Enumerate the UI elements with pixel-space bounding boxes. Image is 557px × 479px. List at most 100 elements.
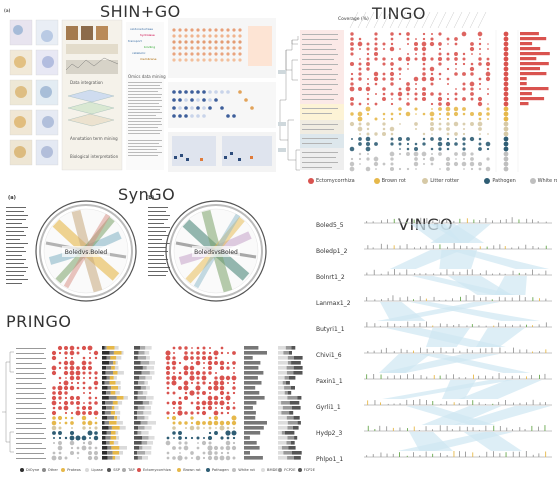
vingo-feature xyxy=(532,325,533,327)
pringo-dot xyxy=(214,361,218,365)
tingo-dot xyxy=(478,137,482,141)
tingo-dot xyxy=(374,132,378,136)
vingo-feature xyxy=(420,246,421,249)
vingo-feature xyxy=(525,244,527,249)
vingo-feature xyxy=(399,452,400,457)
tingo-dot xyxy=(366,157,370,161)
tingo-dot xyxy=(415,53,417,55)
pringo-dot xyxy=(166,376,170,380)
tingo-dot xyxy=(373,156,379,162)
vingo-feature xyxy=(486,451,488,457)
tingo-bar xyxy=(520,37,547,41)
tingo-dot xyxy=(446,137,450,141)
tingo-dot xyxy=(358,142,362,146)
pringo-dot xyxy=(88,391,92,395)
vingo-feature xyxy=(519,427,521,431)
tingo-dot xyxy=(421,151,427,157)
vingo-feature xyxy=(433,350,434,353)
vingo-feature xyxy=(459,218,461,223)
pringo-stack-bar xyxy=(134,431,138,435)
pringo-stack-bar xyxy=(115,456,120,460)
vingo-feature xyxy=(433,296,435,301)
vingo-feature xyxy=(366,374,368,379)
pringo-dot xyxy=(51,350,57,356)
pringo-dot xyxy=(93,455,99,461)
pringo-dot xyxy=(196,356,200,360)
pringo-bar xyxy=(244,441,257,445)
tingo-dot xyxy=(479,88,481,90)
pringo-dot xyxy=(213,420,219,426)
pringo-bar xyxy=(244,421,267,425)
pringo-dot xyxy=(203,427,205,429)
pringo-dot xyxy=(88,446,92,450)
tingo-dot xyxy=(421,91,427,97)
vingo-feature xyxy=(381,299,382,301)
vingo-feature xyxy=(419,273,421,275)
syngo-sub-a: (a) xyxy=(8,195,16,201)
tingo-dot xyxy=(454,57,458,61)
tingo-dot xyxy=(358,77,362,81)
pringo-dot xyxy=(177,400,183,406)
tingo-dot xyxy=(431,133,433,135)
vingo-feature xyxy=(526,349,528,353)
pringo-dot xyxy=(232,426,236,430)
pringo-dot xyxy=(51,410,57,416)
vingo-feature xyxy=(479,220,481,223)
pringo-stack-bar xyxy=(111,366,115,370)
legend-swatch xyxy=(232,468,237,472)
tingo-dot xyxy=(405,111,411,117)
legend-label: Brown rot xyxy=(183,468,201,472)
vingo-feature xyxy=(504,351,506,353)
pringo-dot xyxy=(69,430,75,436)
tingo-dot xyxy=(367,103,369,105)
tingo-dot xyxy=(415,83,417,85)
tingo-dot xyxy=(422,162,426,166)
pringo-dot xyxy=(58,351,62,355)
tingo-dot xyxy=(407,98,409,100)
pringo-stack-bar xyxy=(278,451,284,455)
svg-text:binding: binding xyxy=(144,45,155,49)
tingo-dot xyxy=(486,112,490,116)
tingo-dot xyxy=(485,71,491,77)
tingo-dot xyxy=(487,133,489,135)
tingo-dot xyxy=(478,47,482,51)
vingo-feature xyxy=(425,451,427,457)
pringo-stack-bar xyxy=(104,346,107,350)
vingo-feature xyxy=(372,247,374,249)
pringo-dot xyxy=(81,415,87,421)
tingo-dot xyxy=(398,167,402,171)
pringo-stack-bar xyxy=(297,421,301,425)
pringo-dot xyxy=(219,365,225,371)
tingo-dot xyxy=(438,52,442,56)
vingo-feature xyxy=(413,324,415,327)
tingo-dot xyxy=(397,136,403,142)
pringo-dot xyxy=(214,431,218,435)
pringo-dot xyxy=(202,406,206,410)
pringo-dot xyxy=(166,371,170,375)
legend-swatch xyxy=(422,178,429,184)
vingo-feature xyxy=(545,451,547,457)
tingo-dot xyxy=(422,52,426,56)
vingo-feature xyxy=(493,425,495,431)
pringo-dot xyxy=(190,401,194,405)
vingo-feature xyxy=(466,325,468,327)
tingo-summary-dot xyxy=(503,146,509,152)
pringo-dot xyxy=(51,355,57,361)
vingo-feature xyxy=(386,244,388,249)
tingo-dot xyxy=(365,166,371,172)
legend-label: Pathogen xyxy=(211,468,229,472)
tingo-dot xyxy=(406,32,410,36)
pringo-dot xyxy=(93,350,99,356)
tingo-summary-dot xyxy=(503,66,509,72)
vingo-feature xyxy=(499,347,501,353)
pringo-stack-bar xyxy=(278,426,288,430)
pringo-stack-bar xyxy=(142,446,152,450)
vingo-feature xyxy=(513,347,514,353)
pringo-stack-bar xyxy=(102,456,108,460)
vingo-feature xyxy=(413,426,415,431)
pringo-stack-bar xyxy=(278,406,283,410)
vingo-track-label: Lanmax1_2 xyxy=(316,300,351,307)
tingo-dot xyxy=(407,53,409,55)
tingo-dot xyxy=(358,62,362,66)
tingo-dot xyxy=(462,62,466,66)
